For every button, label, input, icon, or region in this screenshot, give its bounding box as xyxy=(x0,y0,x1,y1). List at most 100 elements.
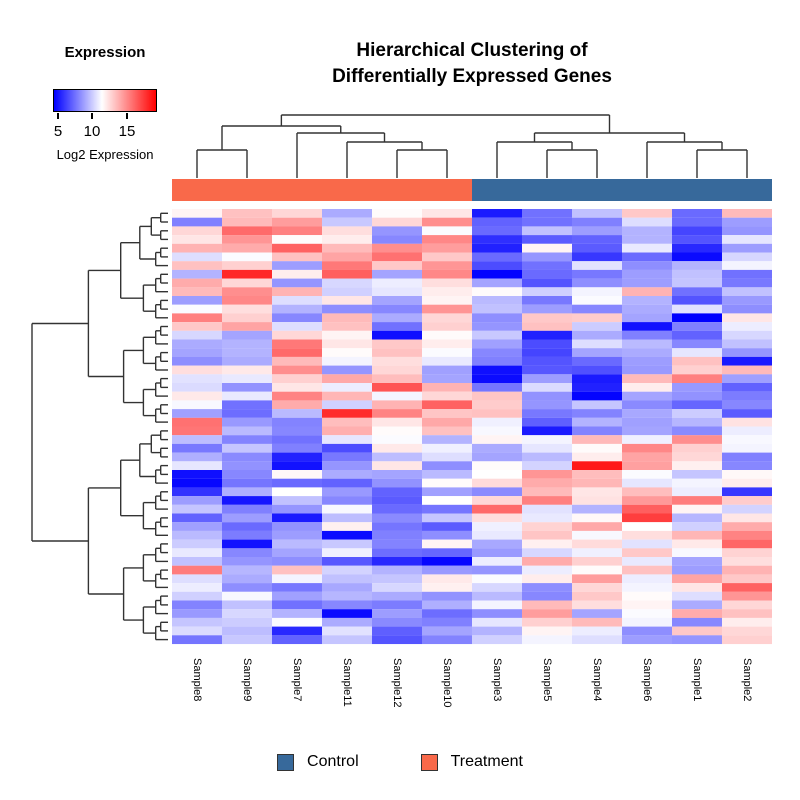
heatmap-cell xyxy=(522,374,572,384)
heatmap-cell xyxy=(472,235,522,244)
heatmap-cell xyxy=(272,287,322,297)
heatmap-cell xyxy=(222,461,272,471)
heatmap-cell xyxy=(322,391,372,401)
heatmap-cell xyxy=(622,626,672,636)
heatmap-cell xyxy=(472,243,522,253)
heatmap-cell xyxy=(572,348,622,357)
heatmap-cell xyxy=(422,252,472,262)
heatmap-cell xyxy=(622,583,672,592)
heatmap-cell xyxy=(372,583,422,592)
heatmap-cell xyxy=(672,383,722,392)
heatmap-cell xyxy=(722,617,772,627)
heatmap-cell xyxy=(622,591,672,601)
heatmap-cell xyxy=(272,217,322,227)
heatmap-cell xyxy=(222,313,272,323)
heatmap-cell xyxy=(622,435,672,444)
heatmap-cell xyxy=(272,383,322,392)
heatmap-cell xyxy=(472,226,522,236)
heatmap-cell xyxy=(272,635,322,645)
heatmap-cell xyxy=(472,617,522,627)
heatmap-cell xyxy=(372,226,422,236)
heatmap-cell xyxy=(422,383,472,392)
heatmap-cell xyxy=(422,400,472,410)
heatmap-cell xyxy=(322,591,372,601)
heatmap-cell xyxy=(422,522,472,531)
heatmap-cell xyxy=(672,487,722,497)
heatmap-cell xyxy=(522,496,572,505)
heatmap-cell xyxy=(372,452,422,462)
heatmap-cell xyxy=(272,617,322,627)
heatmap-cell xyxy=(672,548,722,558)
heatmap-cell xyxy=(572,478,622,488)
heatmap-cell xyxy=(172,443,222,453)
heatmap-cell xyxy=(722,478,772,488)
heatmap-cell xyxy=(622,243,672,253)
heatmap-cell xyxy=(322,409,372,418)
heatmap-cell xyxy=(572,539,622,549)
heatmap-cell xyxy=(322,548,372,558)
heatmap-cell xyxy=(672,365,722,375)
heatmap-cell xyxy=(722,391,772,401)
heatmap-cell xyxy=(172,504,222,514)
color-key-tick-label: 15 xyxy=(118,123,136,140)
heatmap-cell xyxy=(622,374,672,384)
heatmap-cell xyxy=(622,209,672,218)
heatmap-cell xyxy=(522,339,572,349)
heatmap-cell xyxy=(422,243,472,253)
heatmap-cell xyxy=(422,470,472,479)
heatmap-cell xyxy=(722,504,772,514)
heatmap-cell xyxy=(322,530,372,540)
column-label: Sample8 xyxy=(191,658,203,702)
color-key-tick xyxy=(126,113,128,119)
heatmap-cell xyxy=(422,591,472,601)
heatmap-cell xyxy=(172,583,222,592)
heatmap-cell xyxy=(522,209,572,218)
heatmap-cell xyxy=(472,417,522,427)
heatmap-cell xyxy=(572,400,622,410)
heatmap-cell xyxy=(622,496,672,505)
heatmap-cell xyxy=(622,296,672,305)
heatmap-cell xyxy=(522,513,572,523)
heatmap-cell xyxy=(372,400,422,410)
heatmap-cell xyxy=(272,313,322,323)
heatmap-cell xyxy=(272,252,322,262)
heatmap-cell xyxy=(722,609,772,618)
heatmap-cell xyxy=(372,374,422,384)
heatmap-cell xyxy=(172,226,222,236)
heatmap-cell xyxy=(172,261,222,270)
heatmap-cell xyxy=(572,452,622,462)
heatmap-cell xyxy=(222,470,272,479)
heatmap-cell xyxy=(622,487,672,497)
heatmap-cell xyxy=(322,217,372,227)
heatmap-cell xyxy=(372,304,422,314)
heatmap-cell xyxy=(622,609,672,618)
heatmap-cell xyxy=(522,443,572,453)
column-label: Sample9 xyxy=(241,658,253,702)
heatmap-cell xyxy=(572,252,622,262)
heatmap-cell xyxy=(172,235,222,244)
heatmap-cell xyxy=(572,330,622,340)
heatmap-cell xyxy=(522,548,572,558)
heatmap-cell xyxy=(222,513,272,523)
heatmap-cell xyxy=(322,565,372,575)
heatmap-cell xyxy=(272,496,322,505)
heatmap-cell xyxy=(222,226,272,236)
heatmap-cell xyxy=(522,600,572,610)
heatmap-cell xyxy=(722,348,772,357)
heatmap-cell xyxy=(672,304,722,314)
heatmap-cell xyxy=(622,504,672,514)
heatmap-cell xyxy=(572,461,622,471)
heatmap-cell xyxy=(372,313,422,323)
heatmap-cell xyxy=(672,400,722,410)
heatmap-cell xyxy=(622,226,672,236)
heatmap-cell xyxy=(222,217,272,227)
heatmap-cell xyxy=(572,504,622,514)
heatmap-cell xyxy=(472,313,522,323)
heatmap-cell xyxy=(172,409,222,418)
heatmap-cell xyxy=(372,461,422,471)
heatmap-cell xyxy=(172,269,222,279)
heatmap-cell xyxy=(622,565,672,575)
heatmap-cell xyxy=(722,513,772,523)
heatmap-cell xyxy=(322,522,372,531)
heatmap-cell xyxy=(522,591,572,601)
